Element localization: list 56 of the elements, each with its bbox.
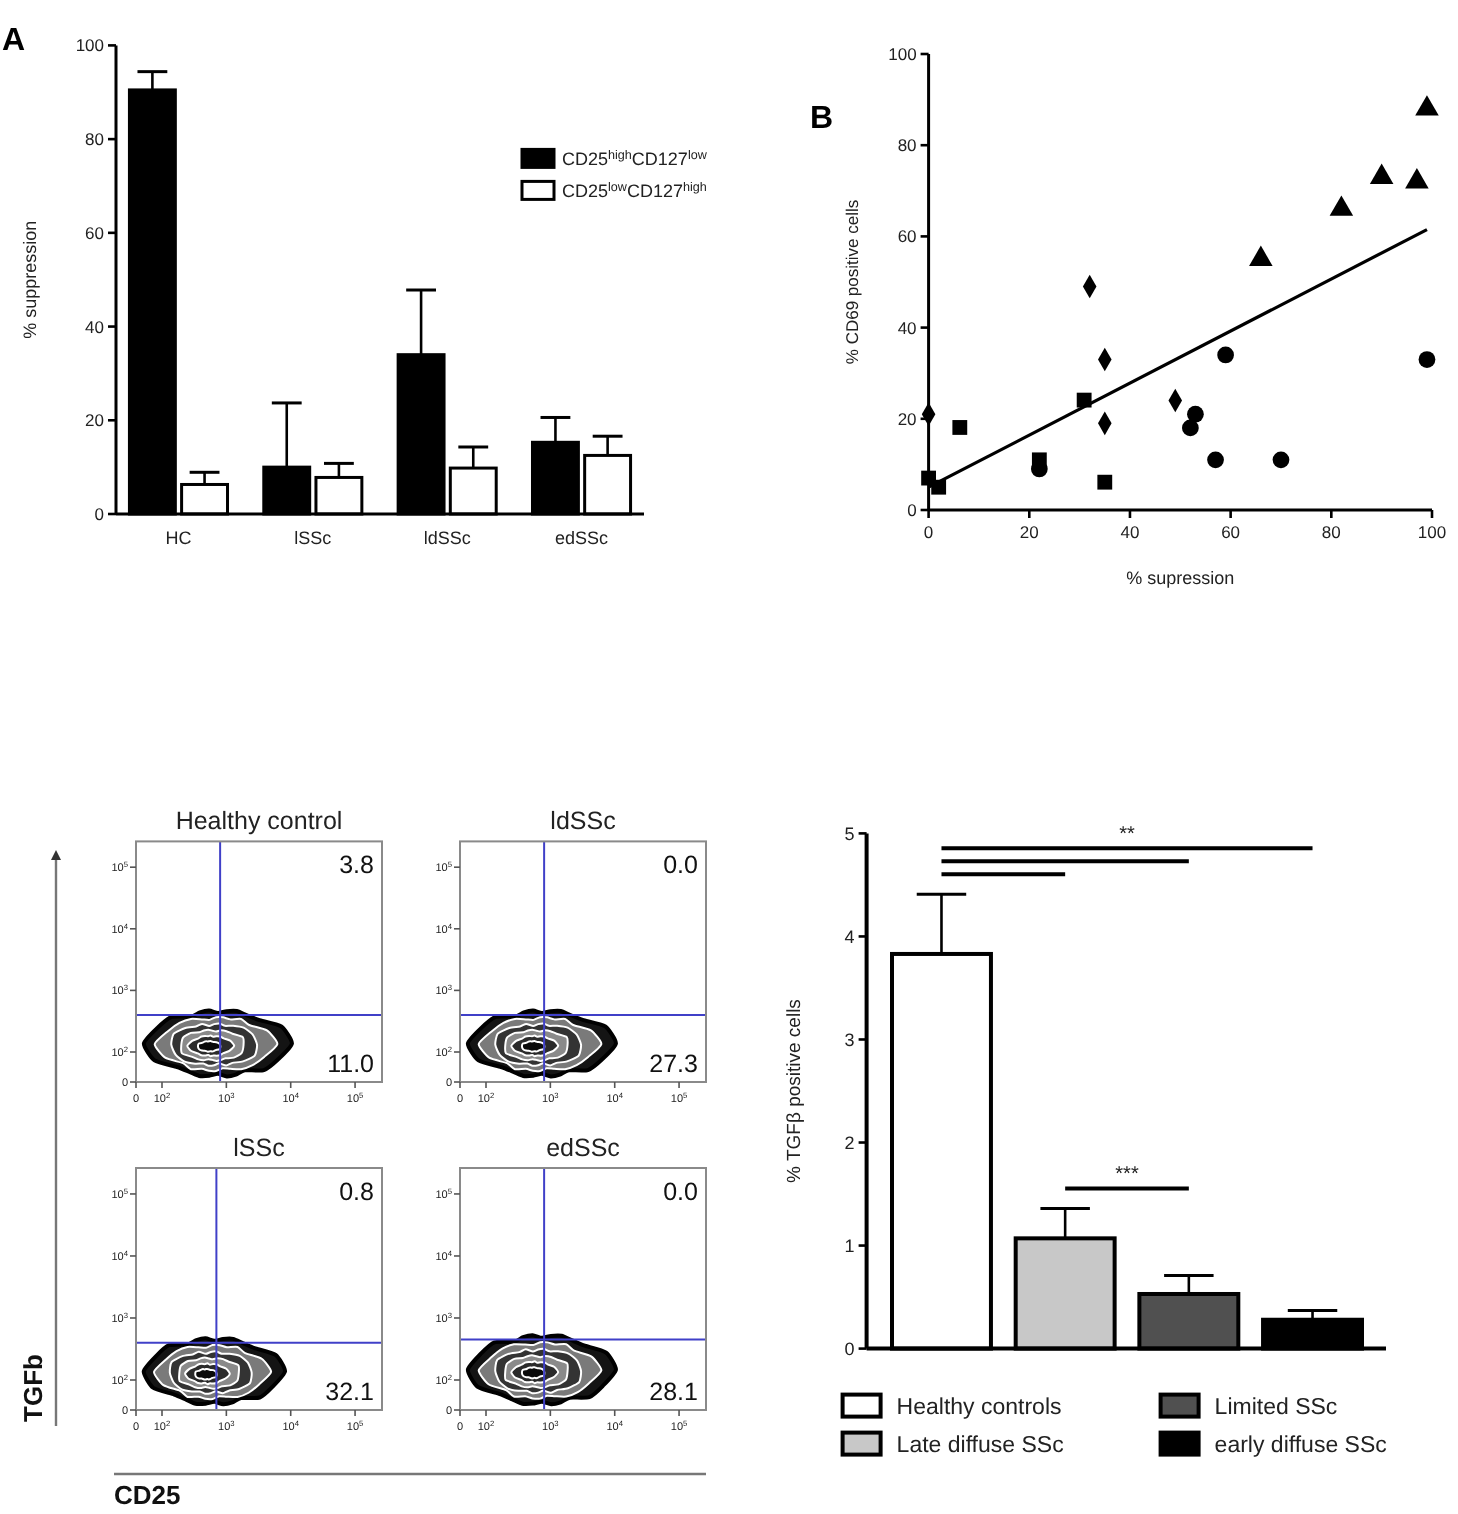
legend-label: CD25$^{high}$CD127$^{low}$ (562, 147, 708, 169)
y-tick-label: 2 (844, 1132, 855, 1153)
y-tick-label: 100 (888, 43, 918, 64)
x-tick-label: 20 (1019, 522, 1040, 542)
annotation: ** (1119, 824, 1135, 847)
annotation: 32.1 (325, 1378, 375, 1406)
annotation: 0.8 (339, 1178, 375, 1206)
x-tick-label: 60 (1221, 522, 1241, 542)
annotation: 0.0 (663, 851, 699, 880)
chart-title: Healthy control (175, 807, 343, 836)
annotation: 28.1 (649, 1378, 699, 1406)
y-tick-label: 1 (844, 1235, 855, 1256)
text: A (2, 24, 26, 58)
legend-label: Late diffuse SSc (896, 1433, 1065, 1458)
x-tick-label: lSSc (294, 528, 333, 548)
annotation: 0.0 (663, 1178, 699, 1206)
chart-title: edSSc (546, 1134, 620, 1162)
y-axis-title: % suppression (20, 220, 40, 339)
x-tick-label: 40 (1120, 522, 1140, 542)
annotation: 3.8 (339, 851, 375, 880)
y-tick-label: 0 (844, 1338, 855, 1359)
annotation: 11.0 (327, 1050, 375, 1078)
y-tick-label: 80 (897, 135, 918, 156)
y-tick-label: 3 (844, 1029, 855, 1050)
annotation: *** (1115, 1164, 1139, 1187)
y-tick-label: 20 (897, 408, 918, 429)
y-tick-label: 0 (907, 499, 918, 520)
legend-label: CD25$^{low}$CD127$^{high}$ (562, 179, 708, 201)
legend-label: early diffuse SSc (1214, 1433, 1388, 1458)
legend-label: Limited SSc (1214, 1395, 1338, 1420)
text: B (810, 102, 834, 136)
y-axis-title: % TGFβ positive cells (784, 998, 806, 1183)
y-tick-label: 5 (844, 823, 855, 844)
annotation: 27.3 (649, 1050, 699, 1078)
y-tick-label: 40 (85, 316, 105, 337)
legend-label: Healthy controls (896, 1395, 1063, 1420)
y-tick-label: 100 (75, 35, 105, 56)
chart-title: lSSc (233, 1134, 285, 1162)
y-axis-title: % CD69 positive cells (842, 199, 862, 365)
x-axis-title: % supression (1126, 568, 1235, 588)
x-tick-label: 80 (1321, 522, 1342, 542)
y-tick-label: 0 (94, 503, 105, 524)
y-tick-label: 60 (85, 222, 105, 243)
x-tick-label: edSSc (555, 528, 610, 548)
y-axis-title: TGFb (18, 1353, 48, 1422)
y-tick-label: 4 (844, 926, 855, 947)
x-tick-label: 100 (1417, 522, 1447, 542)
y-tick-label: 20 (85, 410, 105, 431)
chart-title: ldSSc (550, 807, 616, 836)
y-tick-label: 60 (897, 226, 918, 247)
x-axis-title: CD25 (114, 1480, 181, 1510)
x-tick-label: HC (165, 528, 193, 548)
x-tick-label: ldSSc (423, 528, 472, 548)
y-tick-label: 40 (897, 317, 918, 338)
x-tick-label: 0 (923, 522, 934, 542)
y-tick-label: 80 (85, 129, 105, 150)
